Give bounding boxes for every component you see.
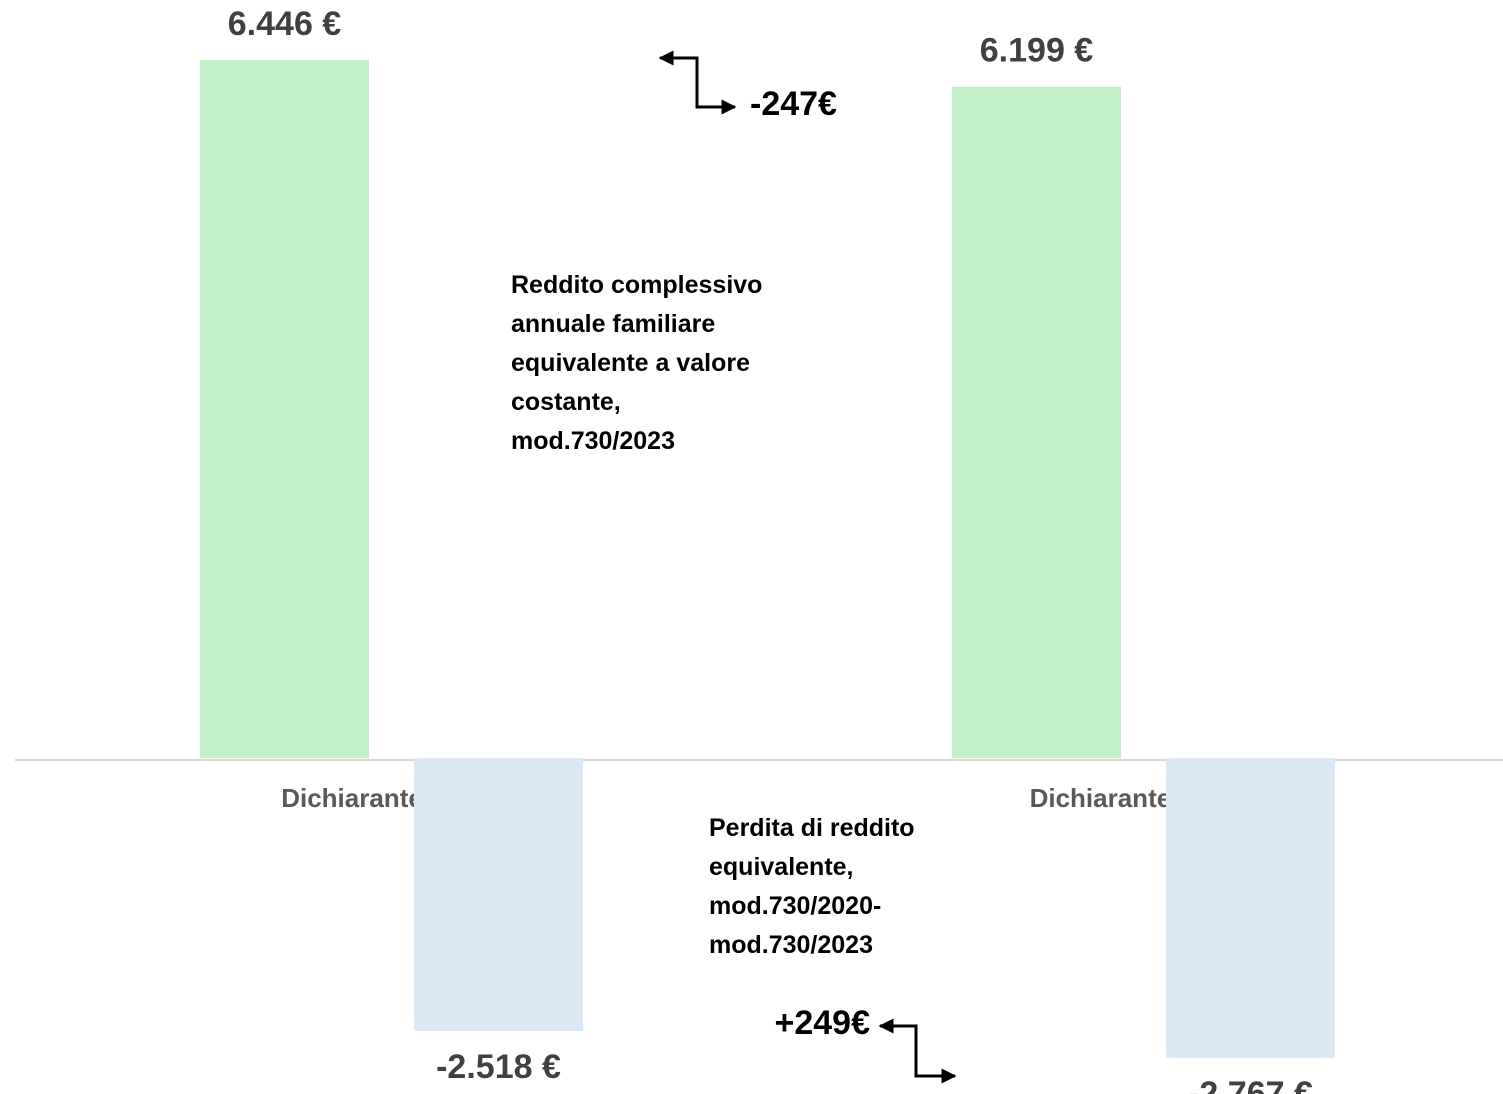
data-label: 6.446 € <box>228 5 342 43</box>
data-label: -2.767 € <box>1188 1075 1313 1094</box>
annotation: -247€ <box>750 85 837 123</box>
arrow <box>878 1018 957 1084</box>
bar <box>414 758 583 1031</box>
annotation: +249€ <box>775 1004 871 1042</box>
arrow <box>658 50 737 115</box>
bar <box>1166 758 1335 1058</box>
bar <box>200 60 369 759</box>
bar <box>952 86 1121 759</box>
data-label: -2.518 € <box>436 1048 561 1086</box>
series-label: Perdita di reddito equivalente, mod.730/… <box>709 814 915 959</box>
series-label: Reddito complessivo annuale familiare eq… <box>511 271 763 455</box>
data-label: 6.199 € <box>980 32 1094 70</box>
